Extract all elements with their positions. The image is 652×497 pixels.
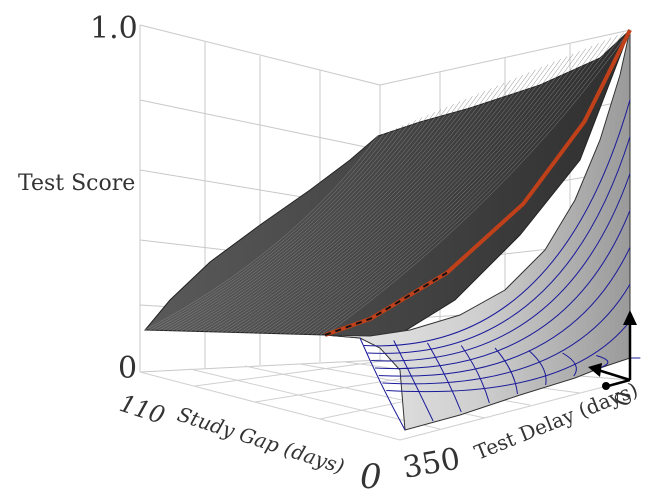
mesh-strand: [288, 51, 580, 335]
z-axis-label: Test Score: [18, 171, 135, 196]
mesh-strand: [284, 53, 574, 335]
mesh-strand: [297, 45, 593, 335]
mesh-strand: [252, 72, 530, 334]
mesh-strand: [176, 117, 423, 332]
mesh-strand: [266, 64, 549, 334]
mesh-strand: [239, 80, 511, 333]
z-tick-bottom: 0: [118, 351, 137, 386]
mesh-strand: [212, 96, 473, 333]
mesh-line: [382, 283, 631, 385]
mesh-line: [494, 347, 518, 395]
mesh-strand: [311, 37, 612, 335]
mesh-line: [378, 247, 631, 377]
mesh-strand: [158, 127, 398, 331]
x-axis-label: Study Gap (days): [174, 402, 347, 479]
mesh-line: [371, 173, 631, 362]
mesh-line: [374, 210, 631, 370]
surface-mesh: [144, 29, 641, 431]
mesh-line: [359, 337, 406, 431]
mesh-line: [363, 99, 631, 347]
surface-front-region: [324, 29, 631, 431]
orientation-arrows: [588, 310, 637, 390]
mesh-strand: [234, 82, 505, 333]
mesh-strand: [306, 40, 606, 335]
mesh-line: [528, 350, 547, 386]
y-tick-350: 350: [400, 441, 462, 485]
mesh-strand: [180, 114, 429, 332]
z-tick-top: 1.0: [90, 11, 138, 46]
mesh-strand: [203, 101, 461, 332]
mesh-strand: [243, 77, 517, 333]
mesh-strand: [167, 122, 410, 331]
mesh-strand: [270, 61, 555, 334]
mesh-strand: [275, 59, 561, 334]
mesh-strand: [279, 56, 568, 334]
mesh-line: [386, 320, 631, 393]
mesh-strand: [198, 104, 454, 332]
mesh-strand: [162, 125, 404, 331]
mesh-strand: [144, 135, 379, 331]
mesh-strand: [207, 98, 467, 332]
mesh-strand: [149, 133, 385, 331]
x-tick-0: 0: [360, 457, 382, 497]
mesh-strand: [324, 29, 631, 336]
mesh-strand: [257, 69, 536, 334]
mesh-strand: [225, 88, 492, 333]
mesh-strand: [320, 32, 624, 336]
mesh-strand: [261, 66, 543, 334]
mesh-strand: [185, 112, 435, 332]
mesh-strand: [248, 74, 524, 334]
mesh-strand: [153, 130, 391, 331]
mesh-strand: [189, 109, 442, 332]
mesh-strand: [315, 35, 618, 335]
highlight-curve: [324, 29, 632, 337]
mesh-line: [596, 355, 609, 368]
mesh-line: [393, 340, 434, 422]
mesh-line: [367, 136, 631, 354]
mesh-strand: [221, 90, 486, 333]
mesh-strand: [216, 93, 480, 333]
mesh-strand: [230, 85, 498, 333]
highlight-curve-dash: [324, 271, 448, 336]
mesh-strand: [302, 43, 599, 335]
x-tick-110: 110: [116, 389, 168, 430]
mesh-strand: [171, 119, 417, 331]
mesh-strand: [293, 48, 587, 335]
mesh-strand: [194, 106, 448, 332]
